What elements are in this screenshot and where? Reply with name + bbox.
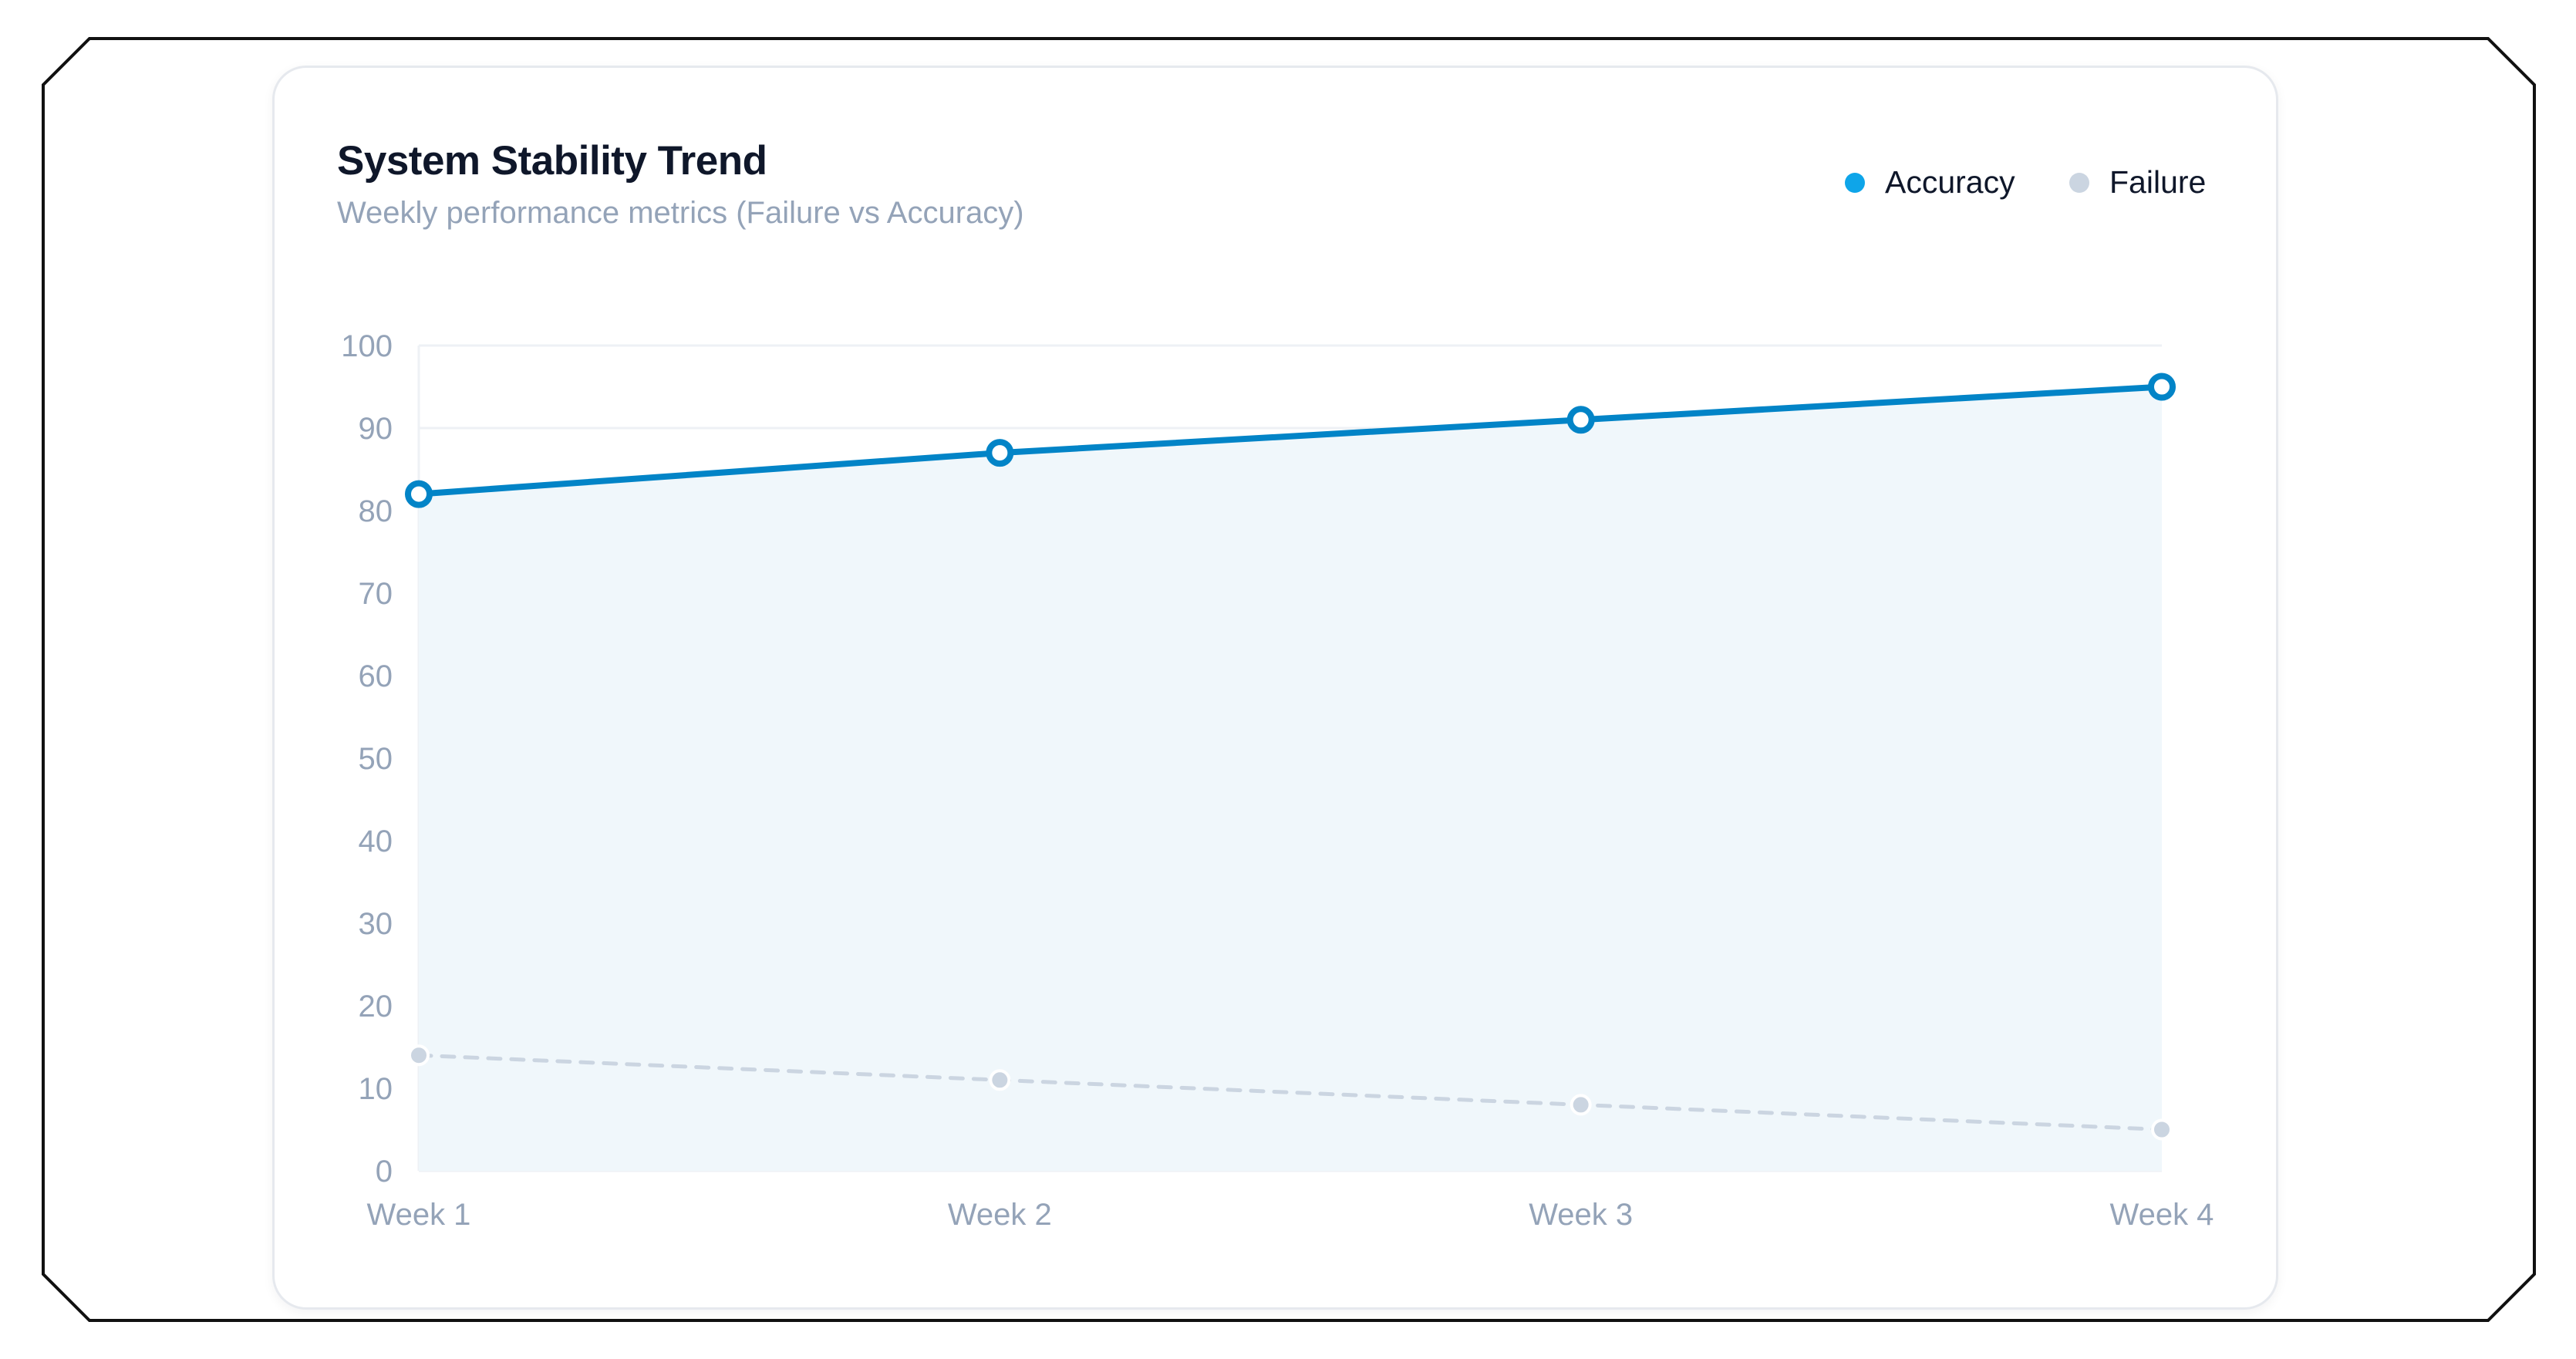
- legend-label-accuracy: Accuracy: [1885, 164, 2015, 200]
- data-point-accuracy: [1566, 406, 1595, 434]
- y-tick-label: 100: [341, 329, 393, 363]
- data-point-accuracy: [986, 439, 1014, 467]
- chart-card: System Stability Trend Weekly performanc…: [272, 66, 2278, 1310]
- y-tick-label: 90: [359, 412, 393, 446]
- legend-dot-accuracy: [1845, 172, 1865, 193]
- y-tick-label: 60: [359, 659, 393, 693]
- y-axis: 0 10 20 30 40 50 60 70 80 90 100: [341, 329, 393, 1189]
- y-tick-label: 40: [359, 825, 393, 858]
- chart-title: System Stability Trend: [337, 138, 767, 184]
- series-line-accuracy: [416, 383, 2165, 497]
- data-point-failure: [2151, 1118, 2173, 1141]
- data-point-failure: [1570, 1094, 1592, 1116]
- data-point-failure: [989, 1069, 1011, 1091]
- area-fills: [419, 386, 2162, 1171]
- legend-item-failure[interactable]: Failure: [2069, 167, 2206, 198]
- y-tick-label: 10: [359, 1072, 393, 1106]
- data-point-failure: [408, 1044, 430, 1067]
- y-tick-label: 80: [359, 494, 393, 528]
- frame-border: [42, 37, 2536, 1322]
- x-tick-label: Week 4: [2110, 1198, 2214, 1232]
- y-tick-label: 70: [359, 577, 393, 611]
- data-point-accuracy: [2148, 373, 2176, 401]
- legend-dot-failure: [2069, 172, 2089, 193]
- chart-subtitle: Weekly performance metrics (Failure vs A…: [337, 196, 1024, 230]
- x-axis: Week 1 Week 2 Week 3 Week 4: [367, 1198, 2214, 1232]
- y-tick-label: 30: [359, 907, 393, 941]
- x-tick-label: Week 3: [1529, 1198, 1633, 1232]
- legend-label-failure: Failure: [2109, 164, 2207, 200]
- series-lines: [416, 383, 2165, 1131]
- data-point-accuracy: [405, 480, 433, 508]
- y-tick-label: 50: [359, 742, 393, 776]
- x-tick-label: Week 2: [948, 1198, 1052, 1232]
- legend-item-accuracy[interactable]: Accuracy: [1845, 167, 2015, 198]
- series-points: [405, 373, 2176, 1141]
- y-tick-label: 0: [376, 1155, 393, 1189]
- x-tick-label: Week 1: [367, 1198, 471, 1232]
- series-line-failure: [416, 1053, 2164, 1131]
- y-tick-label: 20: [359, 990, 393, 1023]
- area-accuracy: [419, 386, 2162, 1171]
